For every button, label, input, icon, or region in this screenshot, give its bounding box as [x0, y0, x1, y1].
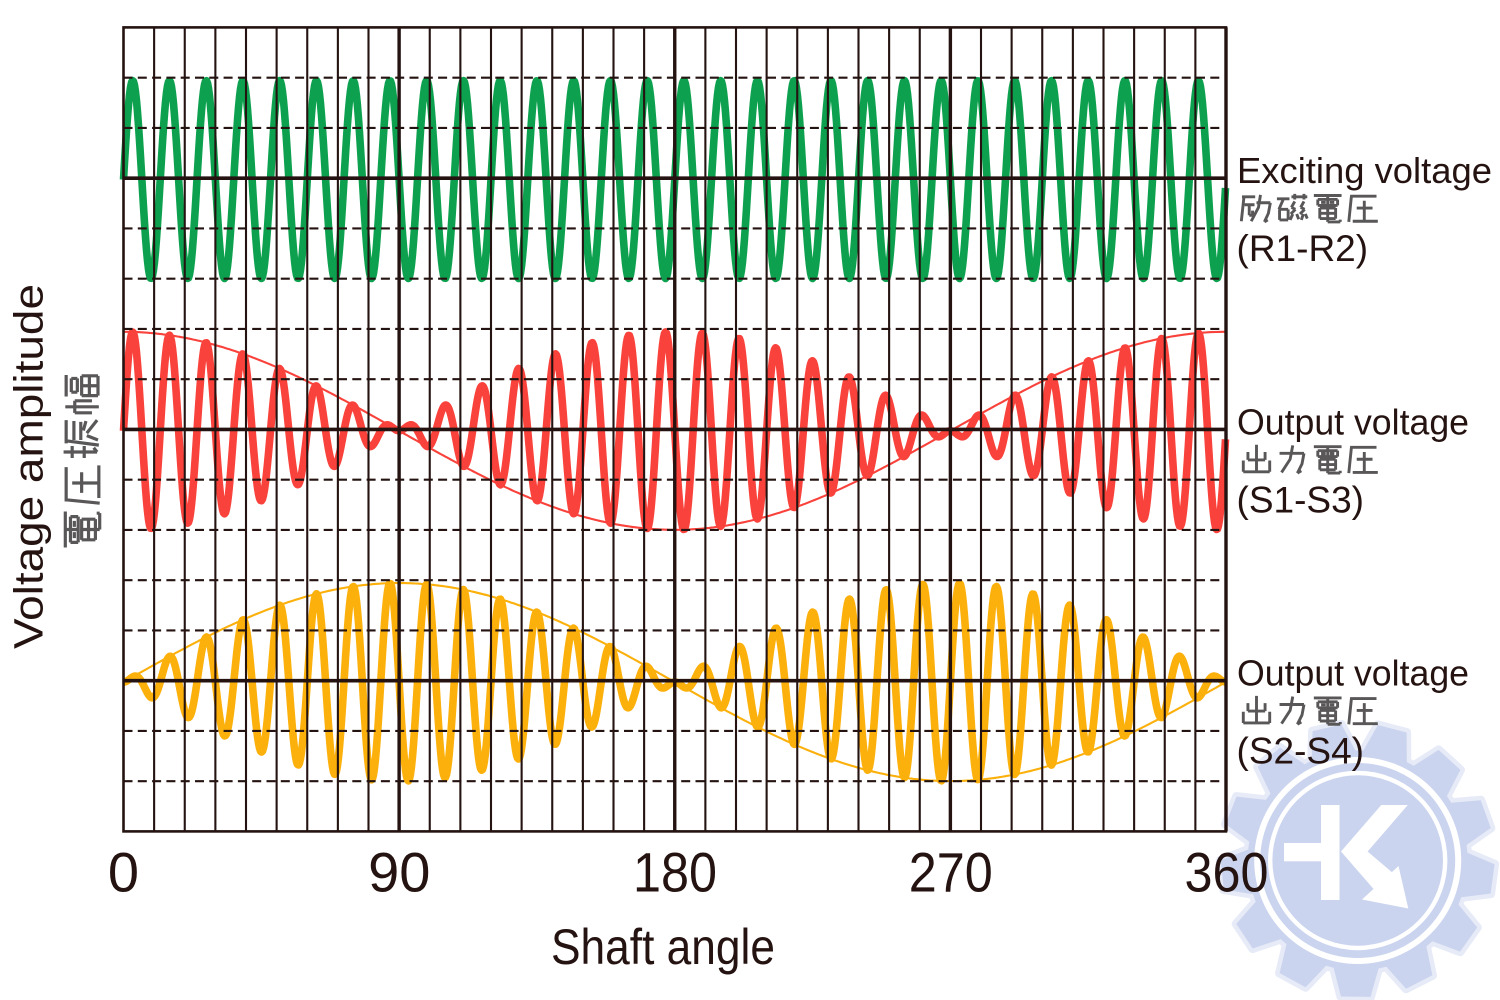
svg-text:(S2-S4): (S2-S4): [1237, 731, 1364, 772]
svg-text:Voltage amplitude: Voltage amplitude: [6, 284, 52, 649]
svg-text:Output voltage: Output voltage: [1237, 401, 1469, 442]
svg-text:0: 0: [108, 840, 139, 903]
svg-text:360: 360: [1185, 840, 1269, 903]
svg-text:90: 90: [368, 840, 430, 903]
svg-text:(S1-S3): (S1-S3): [1237, 479, 1364, 520]
svg-text:(R1-R2): (R1-R2): [1237, 228, 1369, 269]
svg-text:Output voltage: Output voltage: [1237, 653, 1469, 694]
svg-text:Exciting voltage: Exciting voltage: [1237, 150, 1492, 191]
svg-text:180: 180: [633, 840, 717, 903]
svg-text:270: 270: [909, 840, 993, 903]
svg-text:Shaft angle: Shaft angle: [551, 919, 775, 975]
